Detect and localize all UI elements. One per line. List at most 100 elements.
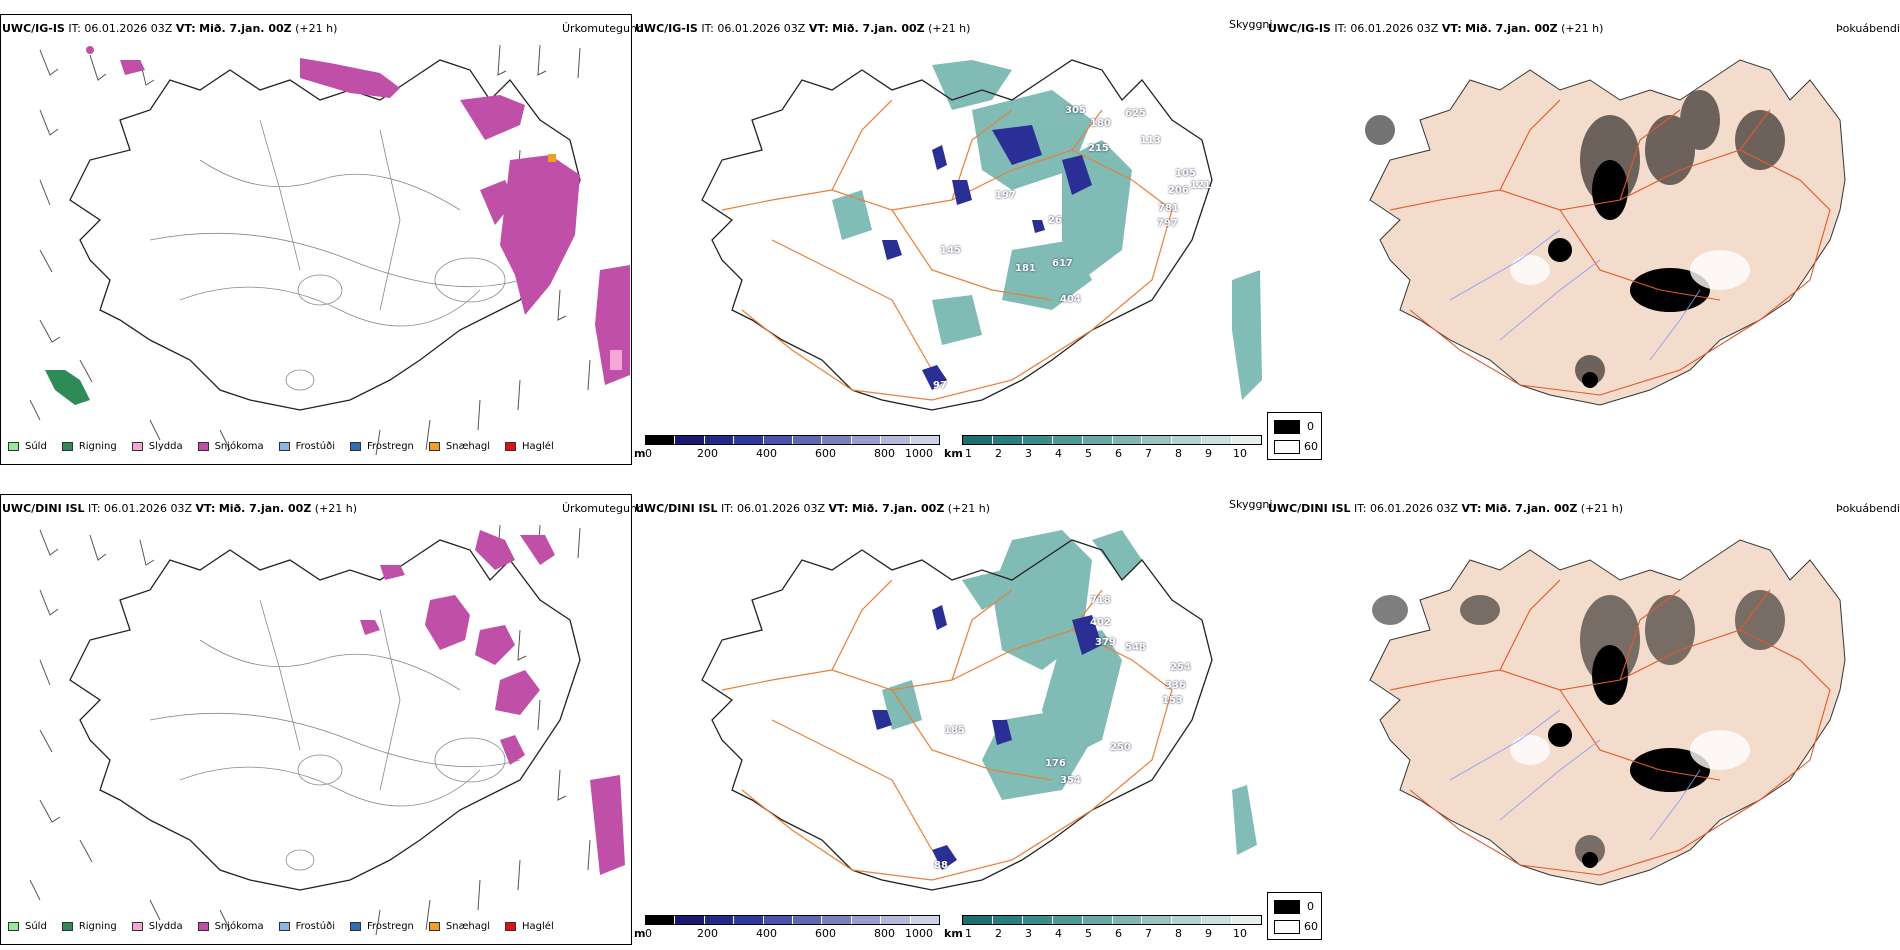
ceiling-tick: 800 — [874, 927, 895, 940]
ceiling-label: 153 — [1162, 695, 1183, 706]
legend-item-sleet: Slydda — [131, 921, 183, 932]
legend-item-sleet: Slydda — [131, 441, 183, 452]
panel-header: UWC/IG-IS IT: 06.01.2026 03Z VT: Mið. 7.… — [635, 22, 971, 35]
legend-item-snow-pellets: Snæhagl — [428, 921, 490, 932]
ceiling-label: 336 — [1165, 680, 1186, 691]
visibility-tick: 1 — [965, 447, 972, 460]
ceiling-unit: m — [634, 927, 646, 940]
visibility-tick: 8 — [1175, 927, 1182, 940]
visibility-ceiling-map — [701, 59, 1262, 411]
fog-peak-areas — [1548, 160, 1710, 388]
ceiling-label: 718 — [1090, 595, 1111, 606]
visibility-tick: 3 — [1025, 927, 1032, 940]
visibility-tick: 5 — [1085, 927, 1092, 940]
field-title-fog-index: Þokuábendi — [1836, 502, 1900, 515]
ceiling-label: 113 — [1140, 135, 1161, 146]
ceiling-label: 781 — [1158, 203, 1179, 214]
ceiling-tick: 600 — [815, 927, 836, 940]
fog-legend-max: 60 — [1304, 440, 1318, 453]
visibility-tick: 4 — [1055, 927, 1062, 940]
ceiling-label: 145 — [940, 245, 961, 256]
fog-legend: 0 60 — [1267, 412, 1322, 460]
ceiling-label: 625 — [1125, 108, 1146, 119]
ceiling-colorbar — [645, 435, 940, 445]
ceiling-tick: 0 — [645, 927, 652, 940]
row-1: UWC/IG-IS IT: 06.01.2026 03Z VT: Mið. 7.… — [0, 0, 1900, 470]
visibility-tick: 7 — [1145, 447, 1152, 460]
ceiling-tick: 400 — [756, 927, 777, 940]
legend-item-freezing-rain: Frostregn — [350, 921, 414, 932]
ceiling-label: 181 — [1015, 263, 1036, 274]
visibility-unit: km — [944, 927, 963, 940]
legend-item-freezing-drizzle: Frostúði — [278, 921, 335, 932]
iceland-outline — [701, 539, 1213, 891]
ceiling-tick: 200 — [697, 927, 718, 940]
legend-item-snow: Snjókoma — [197, 441, 264, 452]
ceiling-tick: 1000 — [905, 447, 933, 460]
ceiling-tick: 400 — [756, 447, 777, 460]
panel-header: UWC/DINI ISL IT: 06.01.2026 03Z VT: Mið.… — [1268, 502, 1624, 515]
ceiling-label: 354 — [1060, 775, 1081, 786]
fog-legend-max: 60 — [1304, 920, 1318, 933]
ceiling-label: 250 — [1110, 742, 1131, 753]
contours — [149, 599, 521, 871]
panel-header: UWC/DINI ISL IT: 06.01.2026 03Z VT: Mið.… — [635, 502, 991, 515]
visibility-ceiling-map — [701, 530, 1257, 891]
model-name: UWC/DINI ISL — [2, 502, 85, 515]
iceland-outline — [701, 59, 1213, 411]
iceland-land — [1369, 539, 1846, 886]
row-2: UWC/DINI ISL IT: 06.01.2026 03Z VT: Mið.… — [0, 480, 1900, 950]
ceiling-label: 197 — [995, 190, 1016, 201]
panel-header: UWC/IG-IS IT: 06.01.2026 03Z VT: Mið. 7.… — [2, 22, 338, 35]
iceland-land — [1369, 59, 1846, 406]
iceland-outline — [69, 539, 581, 891]
rain-areas — [45, 370, 90, 405]
visibility-tick: 6 — [1115, 447, 1122, 460]
fog-legend-min: 0 — [1307, 900, 1314, 913]
sleet-areas — [610, 350, 622, 370]
ceiling-label: 379 — [1095, 637, 1116, 648]
roads — [721, 99, 1173, 401]
ceiling-label: 617 — [1052, 258, 1073, 269]
panel-header: UWC/IG-IS IT: 06.01.2026 03Z VT: Mið. 7.… — [1268, 22, 1604, 35]
legend-item-rain: Rigning — [61, 441, 117, 452]
panel-header: UWC/DINI ISL IT: 06.01.2026 03Z VT: Mið.… — [2, 502, 358, 515]
roads — [1389, 99, 1831, 396]
fog-index-map — [1369, 539, 1846, 886]
visibility-tick: 6 — [1115, 927, 1122, 940]
low-ceiling-areas — [872, 605, 1102, 870]
legend-item-snow-pellets: Snæhagl — [428, 441, 490, 452]
visibility-tick: 4 — [1055, 447, 1062, 460]
ceiling-tick: 600 — [815, 447, 836, 460]
ceiling-label: 215 — [1088, 143, 1109, 154]
visibility-colorbar — [962, 915, 1262, 925]
visibility-tick: 7 — [1145, 927, 1152, 940]
precip-panel-frame — [0, 14, 632, 465]
field-title-visibility: Skyggni — [1229, 498, 1273, 511]
ceiling-label: 185 — [944, 725, 965, 736]
ceiling-label: 180 — [1090, 118, 1111, 129]
fog-index-map — [1365, 59, 1846, 406]
rivers — [1449, 709, 1701, 841]
legend-item-drizzle: Súld — [8, 921, 47, 932]
field-title-precip-type: Úrkomutegund — [562, 502, 644, 515]
fog-peak-areas — [1548, 645, 1710, 868]
low-ceiling-areas — [882, 125, 1092, 390]
fog-clear-areas — [1510, 250, 1750, 290]
visibility-tick: 9 — [1205, 927, 1212, 940]
fog-legend-min: 0 — [1307, 420, 1314, 433]
snow-areas — [86, 46, 630, 385]
ceiling-tick: 200 — [697, 447, 718, 460]
ceiling-label: 404 — [1060, 294, 1081, 305]
ceiling-tick: 0 — [645, 447, 652, 460]
ceiling-label: 548 — [1125, 642, 1146, 653]
ceiling-unit: m — [634, 447, 646, 460]
visibility-tick: 10 — [1233, 447, 1247, 460]
ceiling-label: 105 — [1175, 168, 1196, 179]
model-name: UWC/IG-IS — [2, 22, 65, 35]
fog-legend: 0 60 — [1267, 892, 1322, 940]
ceiling-label: 176 — [1045, 758, 1066, 769]
visibility-tick: 5 — [1085, 447, 1092, 460]
field-title-fog-index: Þokuábendi — [1836, 22, 1900, 35]
visibility-tick: 9 — [1205, 447, 1212, 460]
